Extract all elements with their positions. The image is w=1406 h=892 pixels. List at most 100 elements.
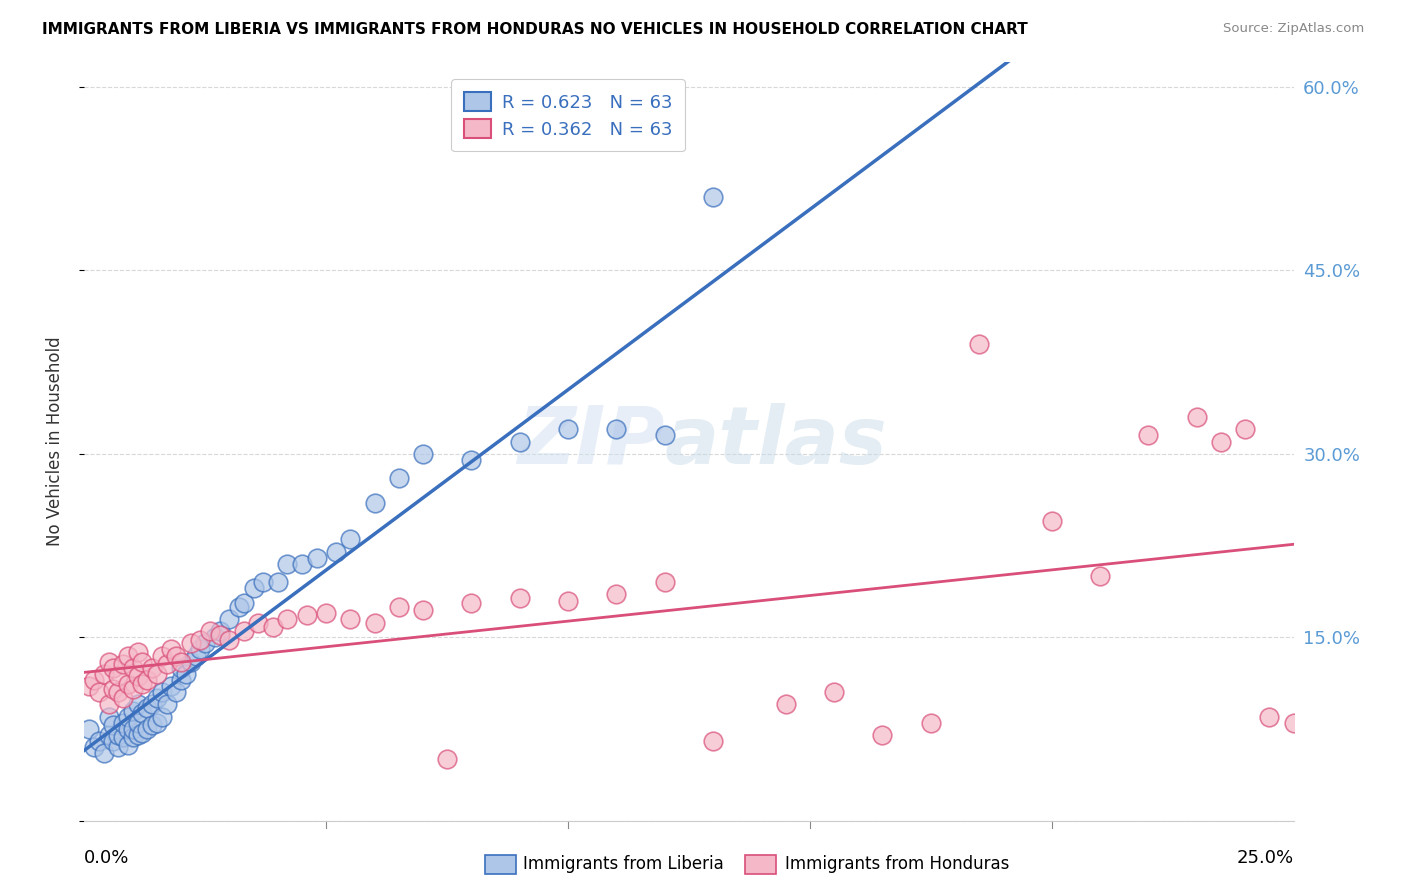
- Text: Immigrants from Liberia: Immigrants from Liberia: [523, 855, 724, 873]
- Point: [920, 715, 942, 730]
- Point: [117, 676, 139, 690]
- Point: [107, 740, 129, 755]
- Point: [83, 740, 105, 755]
- Point: [150, 709, 173, 723]
- Point: [190, 642, 212, 657]
- Text: ZIP: ZIP: [517, 402, 665, 481]
- Point: [77, 679, 100, 693]
- Point: [103, 734, 125, 748]
- Point: [112, 731, 135, 745]
- Point: [1234, 422, 1257, 436]
- Point: [557, 593, 579, 607]
- Point: [702, 734, 724, 748]
- Point: [117, 722, 139, 736]
- Point: [267, 575, 290, 590]
- Point: [1137, 428, 1160, 442]
- Point: [87, 685, 110, 699]
- Point: [1185, 410, 1208, 425]
- Point: [117, 648, 139, 663]
- Text: 25.0%: 25.0%: [1236, 849, 1294, 867]
- Point: [775, 698, 797, 712]
- Point: [339, 612, 361, 626]
- Point: [136, 673, 159, 687]
- Point: [388, 471, 411, 485]
- Point: [218, 632, 240, 647]
- Point: [198, 624, 221, 639]
- Point: [180, 636, 202, 650]
- Point: [141, 718, 163, 732]
- Point: [121, 704, 143, 718]
- Point: [146, 715, 169, 730]
- Point: [97, 655, 120, 669]
- Point: [112, 657, 135, 672]
- Point: [412, 603, 434, 617]
- Point: [276, 612, 298, 626]
- Point: [1282, 715, 1305, 730]
- Text: Source: ZipAtlas.com: Source: ZipAtlas.com: [1223, 22, 1364, 36]
- Point: [103, 681, 125, 696]
- Text: 0.0%: 0.0%: [84, 849, 129, 867]
- Point: [136, 722, 159, 736]
- Point: [557, 422, 579, 436]
- Point: [170, 655, 193, 669]
- Point: [131, 676, 153, 690]
- Point: [165, 685, 187, 699]
- Point: [208, 624, 231, 639]
- Point: [315, 606, 337, 620]
- Point: [702, 190, 724, 204]
- Point: [103, 661, 125, 675]
- Point: [107, 728, 129, 742]
- Point: [170, 673, 193, 687]
- Point: [460, 596, 482, 610]
- Point: [208, 628, 231, 642]
- Point: [150, 648, 173, 663]
- Point: [83, 673, 105, 687]
- Point: [509, 591, 531, 605]
- Point: [87, 734, 110, 748]
- Point: [146, 691, 169, 706]
- Point: [242, 582, 264, 596]
- Point: [412, 447, 434, 461]
- Point: [107, 669, 129, 683]
- Point: [160, 679, 183, 693]
- Point: [121, 722, 143, 736]
- Point: [117, 709, 139, 723]
- Point: [97, 698, 120, 712]
- Point: [204, 630, 226, 644]
- Point: [605, 422, 627, 436]
- Text: atlas: atlas: [665, 402, 887, 481]
- Point: [363, 496, 385, 510]
- Point: [184, 648, 207, 663]
- Point: [1040, 514, 1063, 528]
- Point: [654, 575, 676, 590]
- Point: [131, 725, 153, 739]
- Point: [823, 685, 845, 699]
- Point: [233, 596, 256, 610]
- Text: Immigrants from Honduras: Immigrants from Honduras: [785, 855, 1010, 873]
- Point: [339, 533, 361, 547]
- Point: [388, 599, 411, 614]
- Point: [141, 698, 163, 712]
- Point: [170, 661, 193, 675]
- Point: [121, 681, 143, 696]
- Point: [174, 666, 197, 681]
- Point: [262, 620, 284, 634]
- Point: [103, 718, 125, 732]
- Point: [150, 685, 173, 699]
- Point: [127, 728, 149, 742]
- Point: [363, 615, 385, 630]
- Point: [121, 731, 143, 745]
- Point: [121, 661, 143, 675]
- Point: [127, 698, 149, 712]
- Point: [93, 666, 115, 681]
- Point: [127, 669, 149, 683]
- Point: [1088, 569, 1111, 583]
- Point: [136, 701, 159, 715]
- Point: [509, 434, 531, 449]
- Point: [155, 698, 177, 712]
- Point: [460, 453, 482, 467]
- Point: [967, 336, 990, 351]
- Point: [190, 632, 212, 647]
- Point: [117, 738, 139, 752]
- Point: [146, 666, 169, 681]
